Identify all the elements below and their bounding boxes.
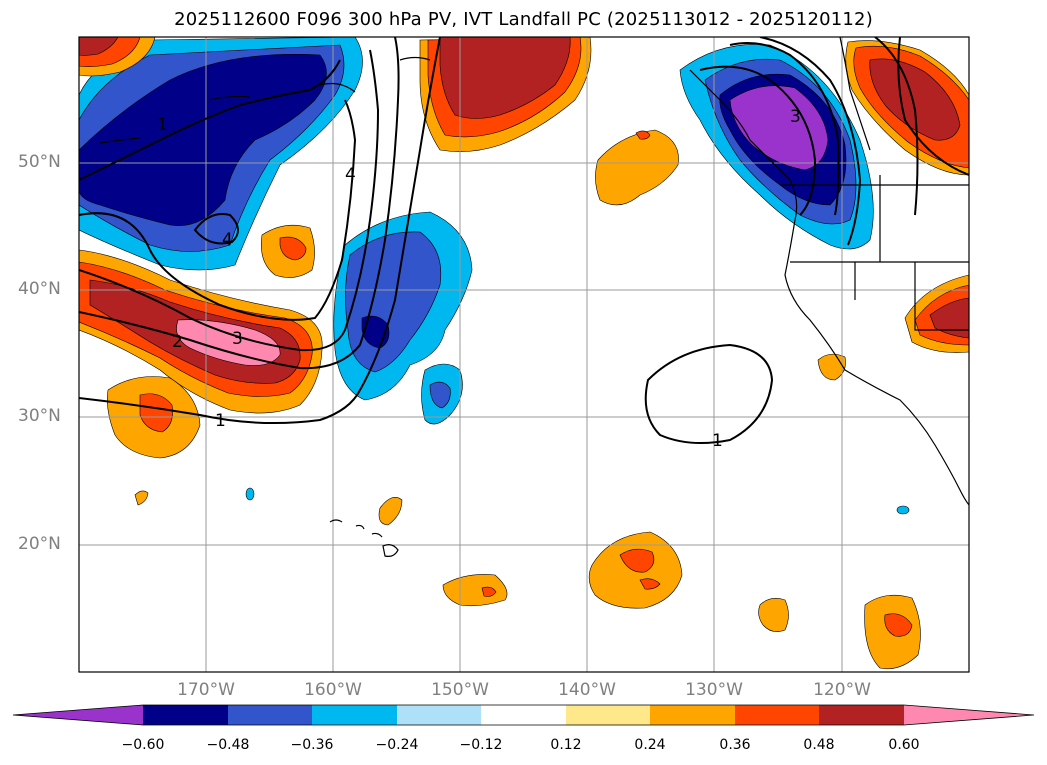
colorbar: [12, 704, 1035, 726]
contour-label: 1: [157, 115, 168, 135]
contour-label: 4: [345, 165, 356, 185]
contour-label-group: 1 2 3 4 4 1 1 3: [157, 107, 801, 451]
colorbar-tick: −0.48: [206, 737, 250, 753]
colorbar-segment: [819, 705, 904, 725]
map-title: 2025112600 F096 300 hPa PV, IVT Landfall…: [174, 9, 873, 30]
colorbar-segment: [735, 705, 819, 725]
pv-contours: [79, 37, 969, 444]
lat-label-40n: 40°N: [18, 279, 61, 299]
colorbar-tick: 0.12: [550, 737, 582, 753]
map-area: 1 2 3 4 4 1 1 3: [79, 37, 969, 672]
lat-label-50n: 50°N: [18, 152, 61, 172]
lon-label-130w: 130°W: [685, 680, 743, 700]
small-negative-blobs: [245, 487, 910, 515]
map-border: [78, 36, 970, 673]
contour-label: 2: [172, 332, 183, 352]
colorbar-extend-low: [13, 705, 143, 725]
colorbar-tick: 0.60: [888, 737, 920, 753]
positive-anomaly-north-central: [419, 37, 592, 152]
colorbar-segment: [228, 705, 312, 725]
contour-label: 3: [232, 329, 243, 349]
contour-label: 3: [790, 107, 801, 127]
colorbar-segment: [312, 705, 397, 725]
colorbar-segment: [143, 705, 228, 725]
colorbar-tick: 0.48: [803, 737, 835, 753]
positive-anomaly-nw-corner: [79, 37, 156, 77]
lon-label-170w: 170°W: [177, 680, 235, 700]
grid-lines: [79, 37, 969, 672]
contour-label: 1: [215, 411, 226, 431]
colorbar-tick: −0.24: [375, 737, 419, 753]
colorbar-tick: −0.36: [290, 737, 334, 753]
lon-label-160w: 160°W: [304, 680, 362, 700]
colorbar-segment: [566, 705, 650, 725]
positive-anomaly-subtropical-band: [79, 249, 323, 414]
colorbar-tick: −0.60: [121, 737, 165, 753]
lat-label-20n: 20°N: [18, 534, 61, 554]
lon-label-120w: 120°W: [813, 680, 871, 700]
colorbar-segment: [397, 705, 481, 725]
colorbar-tick: 0.24: [634, 737, 666, 753]
colorbar-segment: [481, 705, 566, 725]
contour-label: 4: [222, 230, 233, 250]
colorbar-extend-high: [904, 705, 1034, 725]
colorbar-tick: −0.12: [459, 737, 503, 753]
lat-label-30n: 30°N: [18, 406, 61, 426]
colorbar-segment: [650, 705, 735, 725]
contour-label: 1: [712, 431, 723, 451]
lon-label-140w: 140°W: [558, 680, 616, 700]
lon-label-150w: 150°W: [431, 680, 489, 700]
colorbar-tick: 0.36: [719, 737, 751, 753]
coastlines: [99, 37, 969, 557]
